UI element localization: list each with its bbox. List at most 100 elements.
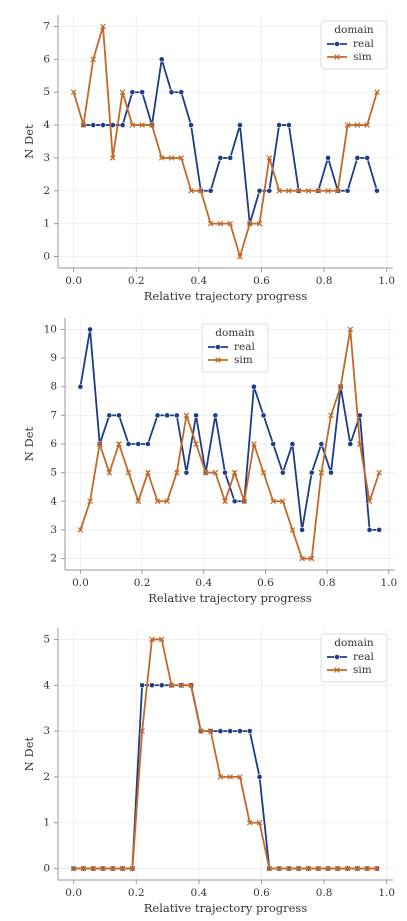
marker: [237, 253, 243, 260]
marker: [119, 89, 126, 96]
legend-title: domain: [334, 637, 374, 649]
marker: [222, 498, 228, 505]
marker: [139, 89, 146, 96]
x-axis-label: Relative trajectory progress: [144, 901, 308, 915]
marker: [364, 865, 370, 872]
marker: [295, 187, 302, 194]
marker: [158, 56, 165, 63]
marker: [87, 498, 93, 505]
y-tick-label: 3: [43, 725, 50, 737]
y-tick-label: 1: [43, 817, 50, 829]
marker: [364, 122, 370, 128]
marker: [334, 667, 340, 673]
marker: [135, 498, 142, 505]
x-tick-label: 0.8: [316, 887, 333, 899]
marker: [207, 220, 214, 227]
y-tick-label: 4: [50, 495, 57, 507]
marker: [207, 728, 214, 734]
marker: [295, 865, 302, 872]
marker: [178, 155, 185, 161]
marker: [100, 865, 106, 872]
marker: [305, 187, 312, 194]
marker: [87, 326, 93, 333]
marker: [246, 220, 253, 227]
marker: [168, 89, 175, 96]
marker: [347, 326, 354, 333]
marker: [318, 469, 325, 476]
marker: [334, 865, 341, 872]
marker: [164, 498, 170, 505]
marker: [70, 865, 77, 872]
marker: [227, 728, 234, 734]
marker: [237, 122, 243, 128]
marker: [366, 527, 373, 533]
x-axis-label: Relative trajectory progress: [148, 591, 312, 605]
marker: [77, 527, 84, 533]
legend-label: sim: [234, 354, 253, 366]
marker: [109, 865, 116, 872]
marker: [116, 441, 122, 447]
marker: [227, 155, 234, 161]
marker: [337, 383, 344, 390]
y-tick-label: 2: [50, 553, 57, 565]
y-tick-label: 8: [50, 381, 57, 393]
marker: [374, 89, 380, 96]
marker: [357, 441, 363, 447]
x-tick-label: 0.6: [253, 887, 270, 899]
subplot: 0.0 0.2 0.4 0.6 0.8 1.0 0 1 2 3 4 5 6 7 Relative traje…: [22, 15, 395, 303]
x-tick-label: 0.0: [65, 275, 82, 287]
y-tick-label: 9: [50, 352, 57, 364]
marker: [376, 527, 383, 533]
marker: [231, 469, 238, 476]
x-tick-label: 1.0: [378, 887, 395, 899]
marker: [299, 555, 305, 562]
marker: [90, 56, 97, 63]
marker: [188, 187, 194, 194]
marker: [109, 155, 116, 161]
marker: [77, 383, 84, 390]
marker: [376, 469, 383, 476]
marker: [125, 441, 132, 447]
marker: [241, 498, 248, 505]
y-tick-label: 2: [43, 185, 50, 197]
marker: [168, 155, 175, 161]
marker: [344, 187, 351, 194]
marker: [193, 441, 199, 447]
marker: [328, 412, 334, 419]
marker: [251, 441, 257, 447]
marker: [217, 155, 224, 161]
y-axis-label: N Det: [22, 124, 36, 159]
y-tick-label: 5: [43, 633, 50, 645]
marker: [328, 469, 334, 476]
marker: [270, 498, 277, 505]
marker: [237, 774, 243, 780]
x-tick-label: 0.0: [65, 887, 82, 899]
marker: [154, 412, 161, 419]
marker: [80, 122, 87, 128]
marker: [266, 187, 273, 194]
marker: [158, 636, 165, 643]
marker: [106, 469, 113, 476]
x-tick-label: 0.4: [191, 887, 208, 899]
marker: [207, 187, 214, 194]
marker: [139, 682, 146, 689]
marker: [315, 865, 322, 872]
marker: [251, 383, 257, 390]
marker: [119, 865, 126, 872]
marker: [193, 412, 199, 419]
marker: [202, 469, 209, 476]
marker: [334, 654, 340, 660]
x-tick-label: 0.2: [128, 887, 145, 899]
marker: [70, 89, 77, 96]
x-tick-label: 0.6: [253, 275, 270, 287]
marker: [276, 187, 282, 194]
marker: [149, 636, 155, 643]
marker: [354, 122, 361, 128]
marker: [308, 555, 315, 562]
marker: [100, 23, 106, 30]
x-tick-label: 0.0: [72, 577, 89, 589]
marker: [149, 122, 155, 128]
marker: [256, 819, 263, 826]
